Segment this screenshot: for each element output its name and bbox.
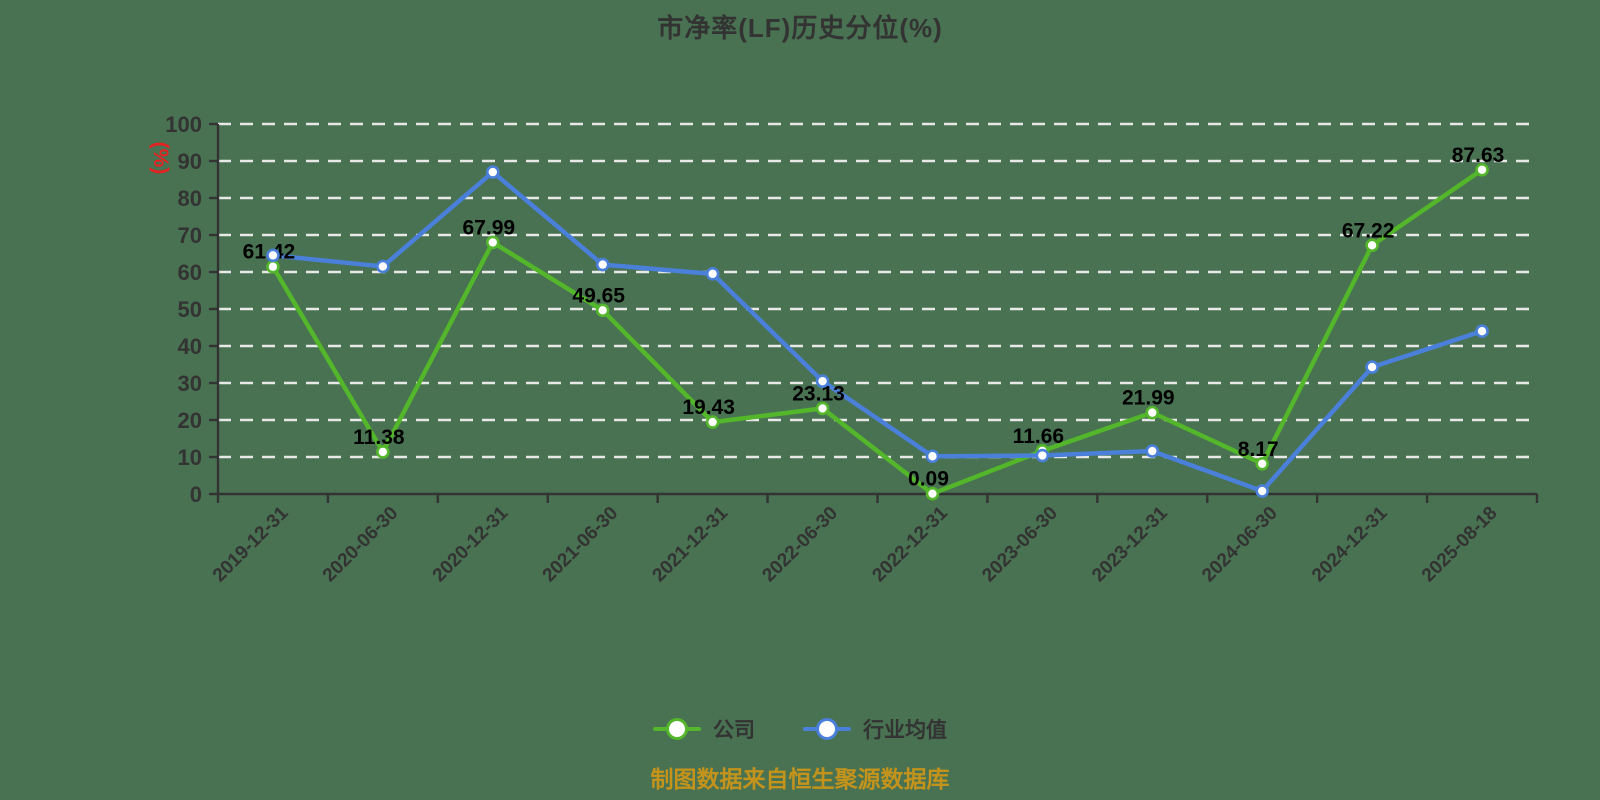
- data-point-label: 0.09: [908, 468, 949, 491]
- data-point-marker-行业均值[interactable]: [1365, 360, 1379, 374]
- data-point-marker-行业均值[interactable]: [705, 267, 720, 281]
- y-tick-label: 70: [178, 223, 202, 248]
- y-tick-label: 0: [190, 482, 202, 507]
- x-tick-label: 2025-08-18: [1418, 503, 1502, 587]
- data-point-label: 19.43: [682, 396, 735, 419]
- x-tick-label: 2019-12-31: [209, 502, 293, 586]
- y-tick-label: 100: [165, 112, 202, 137]
- data-point-marker-行业均值[interactable]: [266, 248, 280, 263]
- x-tick-label: 2021-12-31: [649, 502, 733, 586]
- legend-label: 行业均值: [863, 719, 947, 742]
- data-point-marker-公司[interactable]: [1475, 162, 1489, 177]
- data-point-marker-行业均值[interactable]: [925, 449, 940, 464]
- data-point-label: 23.13: [792, 382, 845, 405]
- series-line-公司: [270, 167, 1485, 496]
- data-point-marker-公司[interactable]: [1365, 238, 1379, 253]
- data-point-marker-行业均值[interactable]: [1475, 324, 1489, 339]
- series-line-行业均值: [270, 169, 1485, 494]
- legend-series-marker-icon: [803, 718, 851, 740]
- data-point-marker-行业均值[interactable]: [595, 257, 610, 272]
- x-tick-label: 2024-06-30: [1198, 503, 1282, 587]
- data-point-marker-行业均值[interactable]: [1145, 444, 1160, 458]
- y-tick-label: 10: [178, 445, 202, 470]
- data-point-marker-公司[interactable]: [1255, 456, 1270, 471]
- legend-item-公司[interactable]: 公司: [653, 714, 755, 744]
- y-tick-label: 60: [178, 260, 202, 285]
- y-tick-label: 30: [178, 371, 202, 396]
- source-note: 制图数据来自恒生聚源数据库: [650, 766, 950, 792]
- data-point-marker-公司[interactable]: [1145, 405, 1160, 420]
- data-point-marker-公司[interactable]: [815, 401, 830, 416]
- y-tick-label: 50: [178, 297, 202, 322]
- data-point-label: 49.65: [572, 284, 625, 307]
- legend-item-行业均值[interactable]: 行业均值: [803, 714, 947, 744]
- y-tick-label: 90: [178, 149, 202, 174]
- legend-series-marker-icon: [653, 718, 701, 740]
- data-point-label: 21.99: [1122, 387, 1175, 410]
- data-point-label: 67.22: [1342, 219, 1395, 242]
- data-point-marker-公司[interactable]: [485, 235, 500, 250]
- data-point-marker-行业均值[interactable]: [376, 259, 390, 274]
- data-point-marker-公司[interactable]: [595, 303, 610, 318]
- x-tick-label: 2022-06-30: [758, 503, 842, 587]
- data-point-marker-行业均值[interactable]: [815, 374, 830, 388]
- legend-label: 公司: [713, 719, 755, 742]
- y-tick-label: 20: [178, 408, 202, 433]
- data-point-label: 11.66: [1013, 425, 1064, 448]
- data-point-marker-行业均值[interactable]: [485, 165, 500, 179]
- data-point-marker-公司[interactable]: [925, 486, 940, 501]
- y-tick-label: 80: [178, 186, 202, 211]
- data-point-marker-公司[interactable]: [705, 415, 720, 429]
- data-point-marker-公司[interactable]: [266, 259, 280, 274]
- data-point-marker-行业均值[interactable]: [1255, 484, 1270, 498]
- chart-title: 市净率(LF)历史分位(%): [657, 13, 943, 43]
- x-tick-label: 2020-12-31: [429, 502, 513, 586]
- data-point-label: 67.99: [463, 216, 516, 239]
- x-tick-label: 2023-06-30: [978, 503, 1062, 587]
- x-tick-label: 2024-12-31: [1308, 502, 1392, 586]
- data-point-marker-公司[interactable]: [376, 445, 390, 459]
- data-point-label: 87.63: [1452, 144, 1505, 167]
- x-tick-label: 2020-06-30: [319, 503, 403, 587]
- data-point-label: 11.38: [353, 426, 405, 449]
- y-tick-label: 40: [178, 334, 202, 359]
- data-point-label: 8.17: [1238, 438, 1279, 461]
- y-axis-name: (%): [149, 142, 172, 175]
- x-tick-label: 2023-12-31: [1088, 502, 1172, 586]
- x-tick-label: 2022-12-31: [868, 502, 952, 586]
- x-tick-label: 2021-06-30: [539, 503, 623, 587]
- chart-legend: 公司 行业均值: [0, 714, 1600, 744]
- data-point-marker-行业均值[interactable]: [1035, 448, 1050, 463]
